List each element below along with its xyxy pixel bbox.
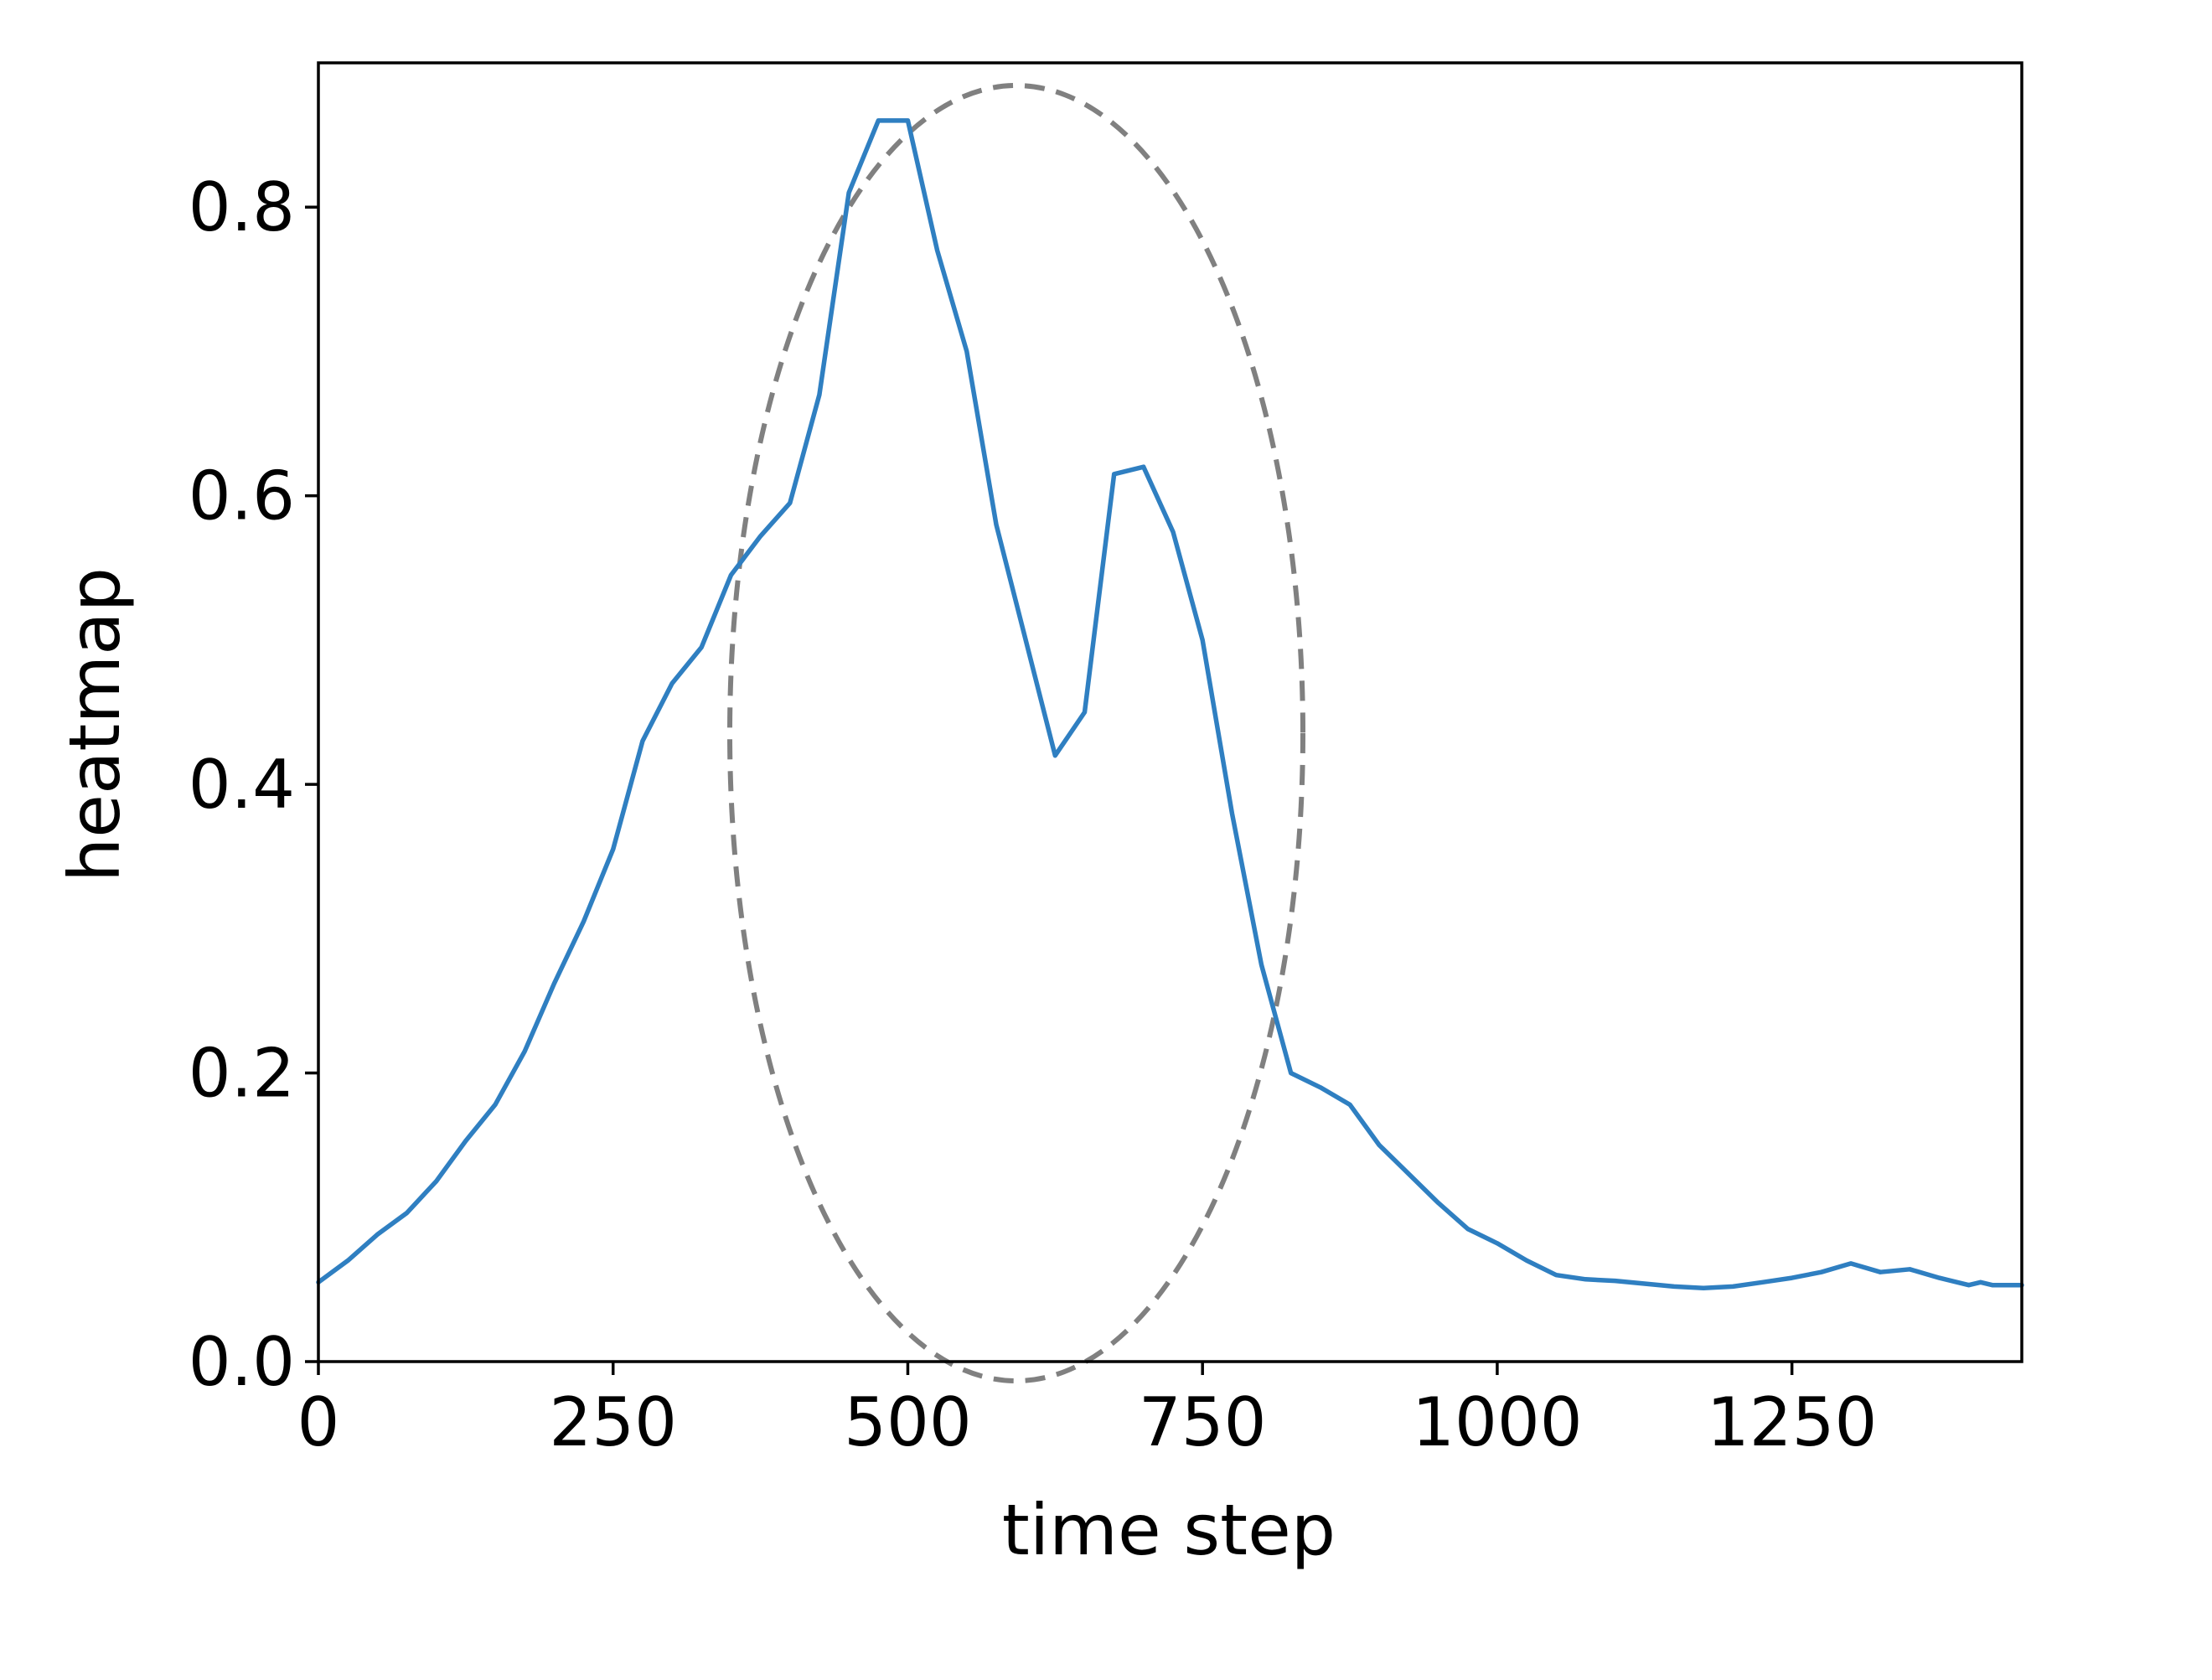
x-tick-label: 250 <box>549 1383 677 1461</box>
y-axis-label: heatmap <box>54 567 136 882</box>
x-tick-label: 0 <box>297 1383 340 1461</box>
axes-frame <box>317 61 2023 1363</box>
highlight-ellipse <box>727 83 1305 1383</box>
y-tick-label: 0.2 <box>189 1035 295 1113</box>
y-tick-label: 0.4 <box>189 746 295 824</box>
y-tick-label: 0.8 <box>189 168 295 246</box>
axes: 0 250 500 750 1000 1250 0.0 0.2 0.4 0.6 0.8 <box>189 61 2023 1461</box>
series-layer <box>316 118 2024 1290</box>
y-tick-label: 0.0 <box>189 1323 295 1401</box>
plot-area <box>727 83 1305 1383</box>
series-line-0 <box>316 118 2024 1290</box>
x-tick-label: 750 <box>1139 1383 1267 1461</box>
x-tick-label: 1250 <box>1707 1383 1878 1461</box>
x-axis-label: time step <box>1002 1489 1336 1571</box>
x-tick-label: 500 <box>844 1383 972 1461</box>
x-tick-label: 1000 <box>1412 1383 1583 1461</box>
y-tick-label: 0.6 <box>189 457 295 535</box>
